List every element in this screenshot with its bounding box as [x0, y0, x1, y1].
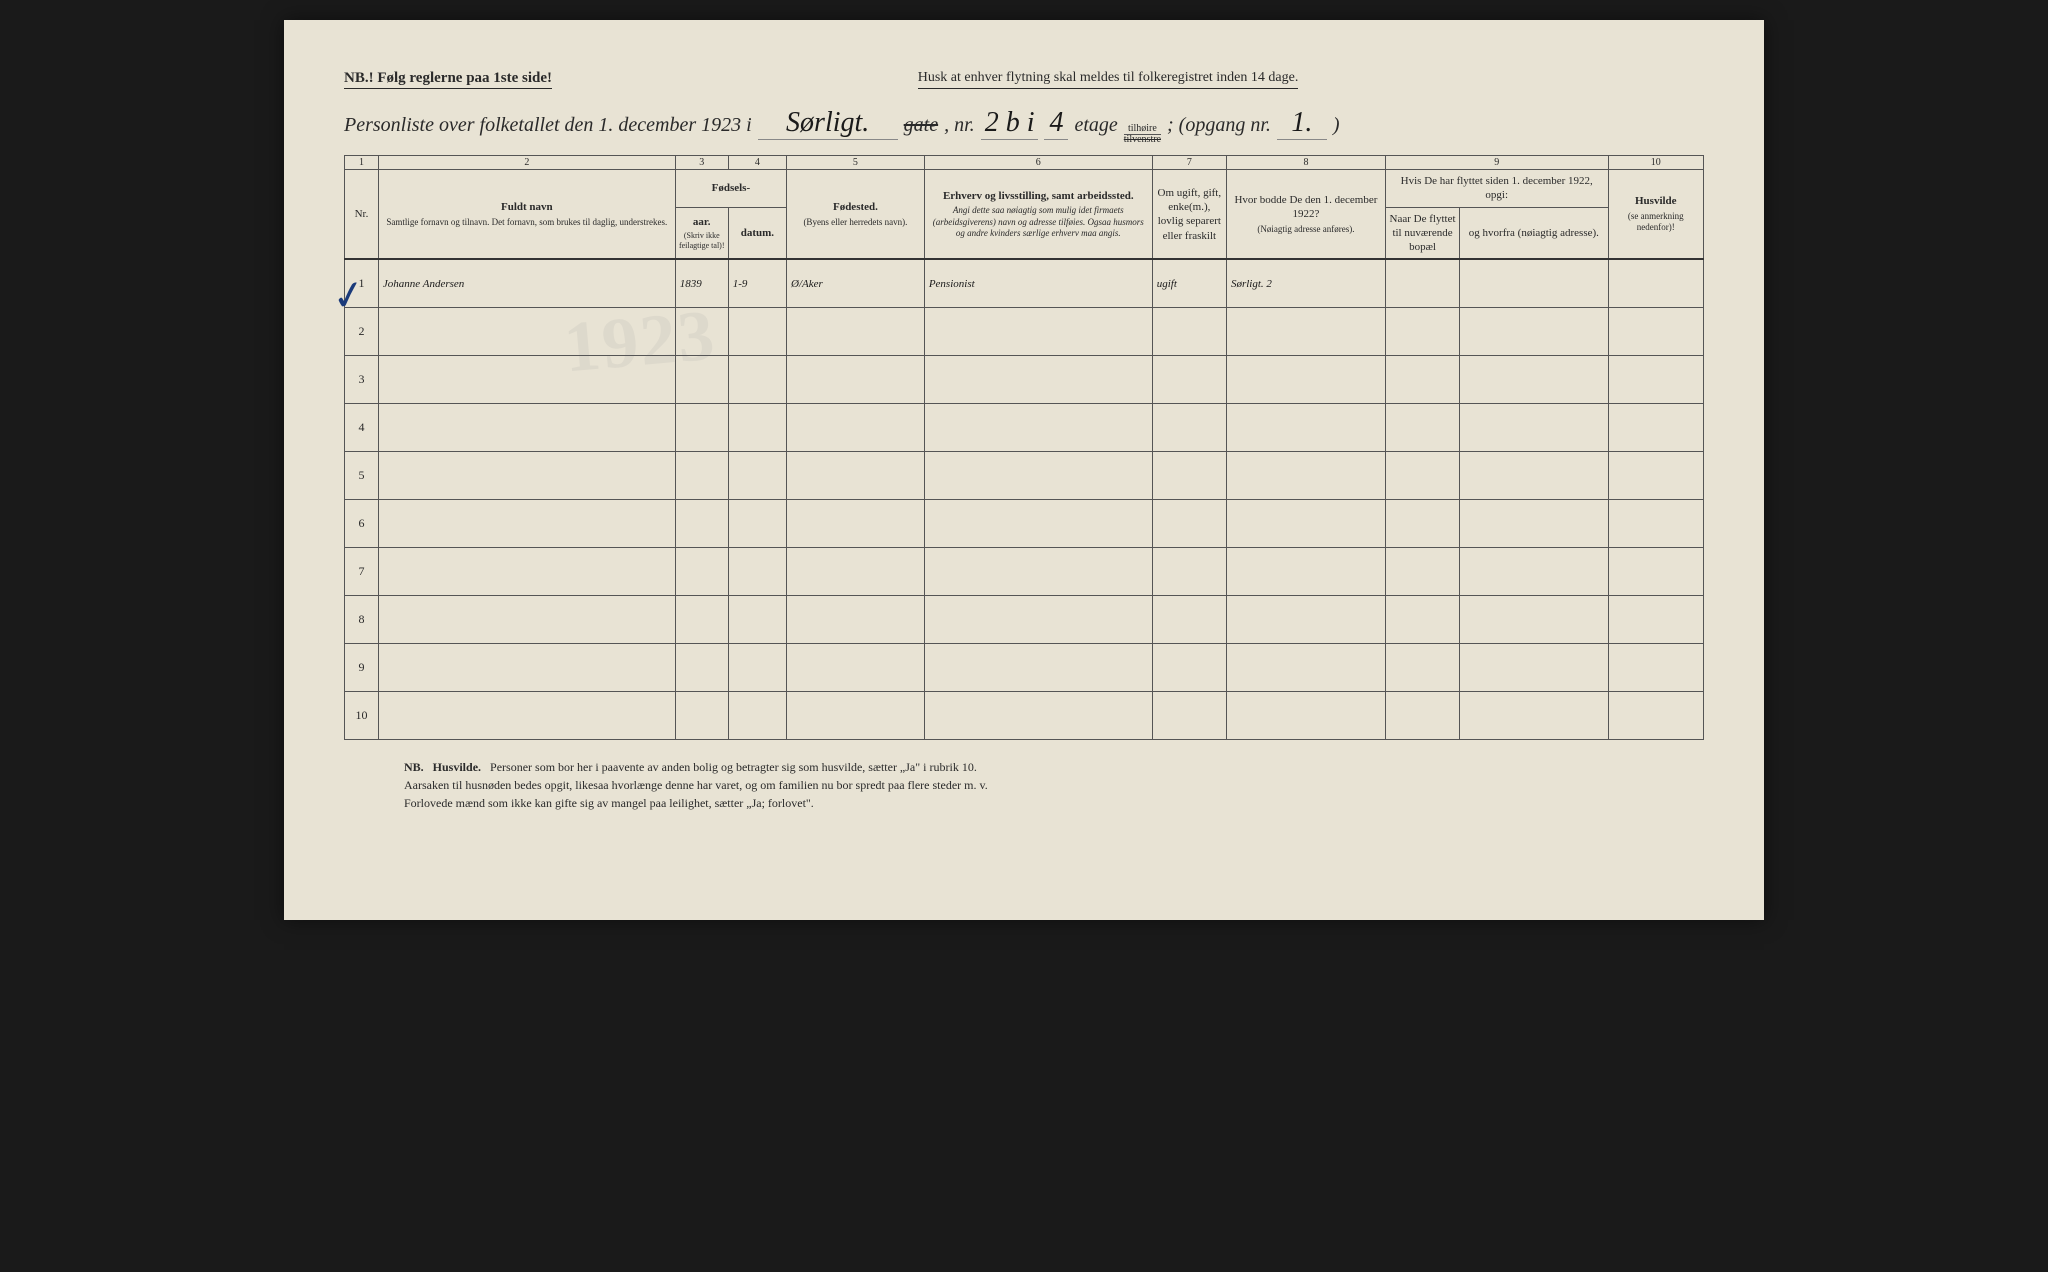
etage-label: etage — [1074, 114, 1117, 137]
table-row: 4 — [345, 403, 1704, 451]
nr-label: , nr. — [944, 114, 975, 137]
census-form-page: 1923 ✓ NB.! Følg reglerne paa 1ste side!… — [284, 20, 1764, 920]
col-birth-title: Fødsels- — [712, 182, 751, 194]
side-bottom: tilvenstre — [1124, 135, 1161, 145]
reminder-text: Husk at enhver flytning skal meldes til … — [918, 70, 1299, 89]
row-name: Johanne Andersen — [378, 259, 675, 307]
col-husvilde-sub: (se anmerkning nedenfor)! — [1612, 211, 1700, 234]
row-moved-when — [1385, 259, 1459, 307]
col-addr1922: Hvor bodde De den 1. december 1922? (Nøi… — [1226, 170, 1385, 260]
col-occupation-sub: Angi dette saa nøiagtig som mulig idet f… — [928, 205, 1149, 240]
row-nr: 7 — [345, 547, 379, 595]
footer-husvilde: Husvilde. — [433, 760, 481, 774]
colnum-6: 6 — [924, 156, 1152, 170]
row-place: Ø/Aker — [787, 259, 925, 307]
col-birthplace-title: Fødested. — [833, 201, 878, 213]
footer-line3: Forlovede mænd som ikke kan gifte sig av… — [404, 796, 814, 810]
colnum-8: 8 — [1226, 156, 1385, 170]
header-top: NB.! Følg reglerne paa 1ste side! Husk a… — [344, 70, 1704, 89]
footer-line1: Personer som bor her i paavente av anden… — [490, 760, 977, 774]
row-nr: 6 — [345, 499, 379, 547]
title-prefix: Personliste over folketallet den 1. dece… — [344, 114, 752, 137]
table-row: 3 — [345, 355, 1704, 403]
row-nr: 5 — [345, 451, 379, 499]
row-moved-from — [1460, 259, 1608, 307]
table-row: 9 — [345, 643, 1704, 691]
col-date-label: datum. — [741, 227, 774, 239]
opgang-close: ) — [1333, 114, 1340, 137]
header-row-1: Nr. Fuldt navn Samtlige fornavn og tilna… — [345, 170, 1704, 208]
col-name: Fuldt navn Samtlige fornavn og tilnavn. … — [378, 170, 675, 260]
col-birthplace: Fødested. (Byens eller herredets navn). — [787, 170, 925, 260]
row-nr: 8 — [345, 595, 379, 643]
colnum-1: 1 — [345, 156, 379, 170]
col-year: aar. (Skriv ikke feilagtige tal)! — [675, 207, 728, 259]
col-addr1922-sub: (Nøiagtig adresse anføres). — [1230, 224, 1382, 236]
col-birth: Fødsels- — [675, 170, 786, 208]
row-year: 1839 — [675, 259, 728, 307]
footer-line2: Aarsaken til husnøden bedes opgit, likes… — [404, 778, 988, 792]
col-moved: Hvis De har flyttet siden 1. december 19… — [1385, 170, 1608, 208]
row-husvilde — [1608, 259, 1703, 307]
colnum-9: 9 — [1385, 156, 1608, 170]
table-row: 1 Johanne Andersen 1839 1-9 Ø/Aker Pensi… — [345, 259, 1704, 307]
title-line: Personliste over folketallet den 1. dece… — [344, 107, 1704, 145]
col-name-sub: Samtlige fornavn og tilnavn. Det fornavn… — [382, 217, 672, 229]
col-occupation: Erhverv og livsstilling, samt arbeidsste… — [924, 170, 1152, 260]
table-row: 6 — [345, 499, 1704, 547]
row-addr1922: Sørligt. 2 — [1226, 259, 1385, 307]
row-nr: 4 — [345, 403, 379, 451]
table-row: 7 — [345, 547, 1704, 595]
etage-handwritten: 4 — [1044, 107, 1068, 140]
opgang-label: ; (opgang nr. — [1167, 114, 1271, 137]
row-nr: 9 — [345, 643, 379, 691]
street-handwritten: Sørligt. — [758, 107, 898, 140]
column-numbers-row: 1 2 3 4 5 6 7 8 9 10 — [345, 156, 1704, 170]
footer-nb: NB. — [404, 760, 424, 774]
row-date: 1-9 — [728, 259, 786, 307]
colnum-10: 10 — [1608, 156, 1703, 170]
colnum-5: 5 — [787, 156, 925, 170]
col-husvilde: Husvilde (se anmerkning nedenfor)! — [1608, 170, 1703, 260]
row-occupation: Pensionist — [924, 259, 1152, 307]
col-moved-from: og hvorfra (nøiagtig adresse). — [1460, 207, 1608, 259]
row-status: ugift — [1152, 259, 1226, 307]
table-row: 5 — [345, 451, 1704, 499]
census-table: 1 2 3 4 5 6 7 8 9 10 Nr. Fuldt navn Samt… — [344, 155, 1704, 740]
col-nr: Nr. — [345, 170, 379, 260]
col-husvilde-title: Husvilde — [1635, 195, 1677, 207]
gate-label: gate — [904, 114, 938, 137]
col-date: datum. — [728, 207, 786, 259]
col-year-sub: (Skriv ikke feilagtige tal)! — [679, 231, 725, 252]
colnum-3: 3 — [675, 156, 728, 170]
col-occupation-title: Erhverv og livsstilling, samt arbeidsste… — [943, 190, 1134, 202]
col-addr1922-title: Hvor bodde De den 1. december 1922? — [1234, 194, 1377, 220]
side-stacked: tilhøire tilvenstre — [1124, 124, 1161, 145]
row-nr: 10 — [345, 691, 379, 739]
colnum-4: 4 — [728, 156, 786, 170]
col-birthplace-sub: (Byens eller herredets navn). — [790, 217, 921, 229]
table-row: 8 — [345, 595, 1704, 643]
nb-follow-rules: NB.! Følg reglerne paa 1ste side! — [344, 70, 552, 89]
colnum-7: 7 — [1152, 156, 1226, 170]
table-row: 2 — [345, 307, 1704, 355]
col-marital: Om ugift, gift, enke(m.), lovlig separer… — [1152, 170, 1226, 260]
table-row: 10 — [345, 691, 1704, 739]
colnum-2: 2 — [378, 156, 675, 170]
footer-note: NB. Husvilde. Personer som bor her i paa… — [344, 758, 1704, 812]
table-body: 1 Johanne Andersen 1839 1-9 Ø/Aker Pensi… — [345, 259, 1704, 739]
row-nr: 3 — [345, 355, 379, 403]
col-name-title: Fuldt navn — [501, 201, 553, 213]
opgang-handwritten: 1. — [1277, 107, 1327, 140]
col-moved-when: Naar De flyttet til nuværende bopæl — [1385, 207, 1459, 259]
table-head: 1 2 3 4 5 6 7 8 9 10 Nr. Fuldt navn Samt… — [345, 156, 1704, 260]
col-year-label: aar. — [693, 216, 711, 228]
nr-handwritten: 2 b i — [981, 107, 1039, 140]
